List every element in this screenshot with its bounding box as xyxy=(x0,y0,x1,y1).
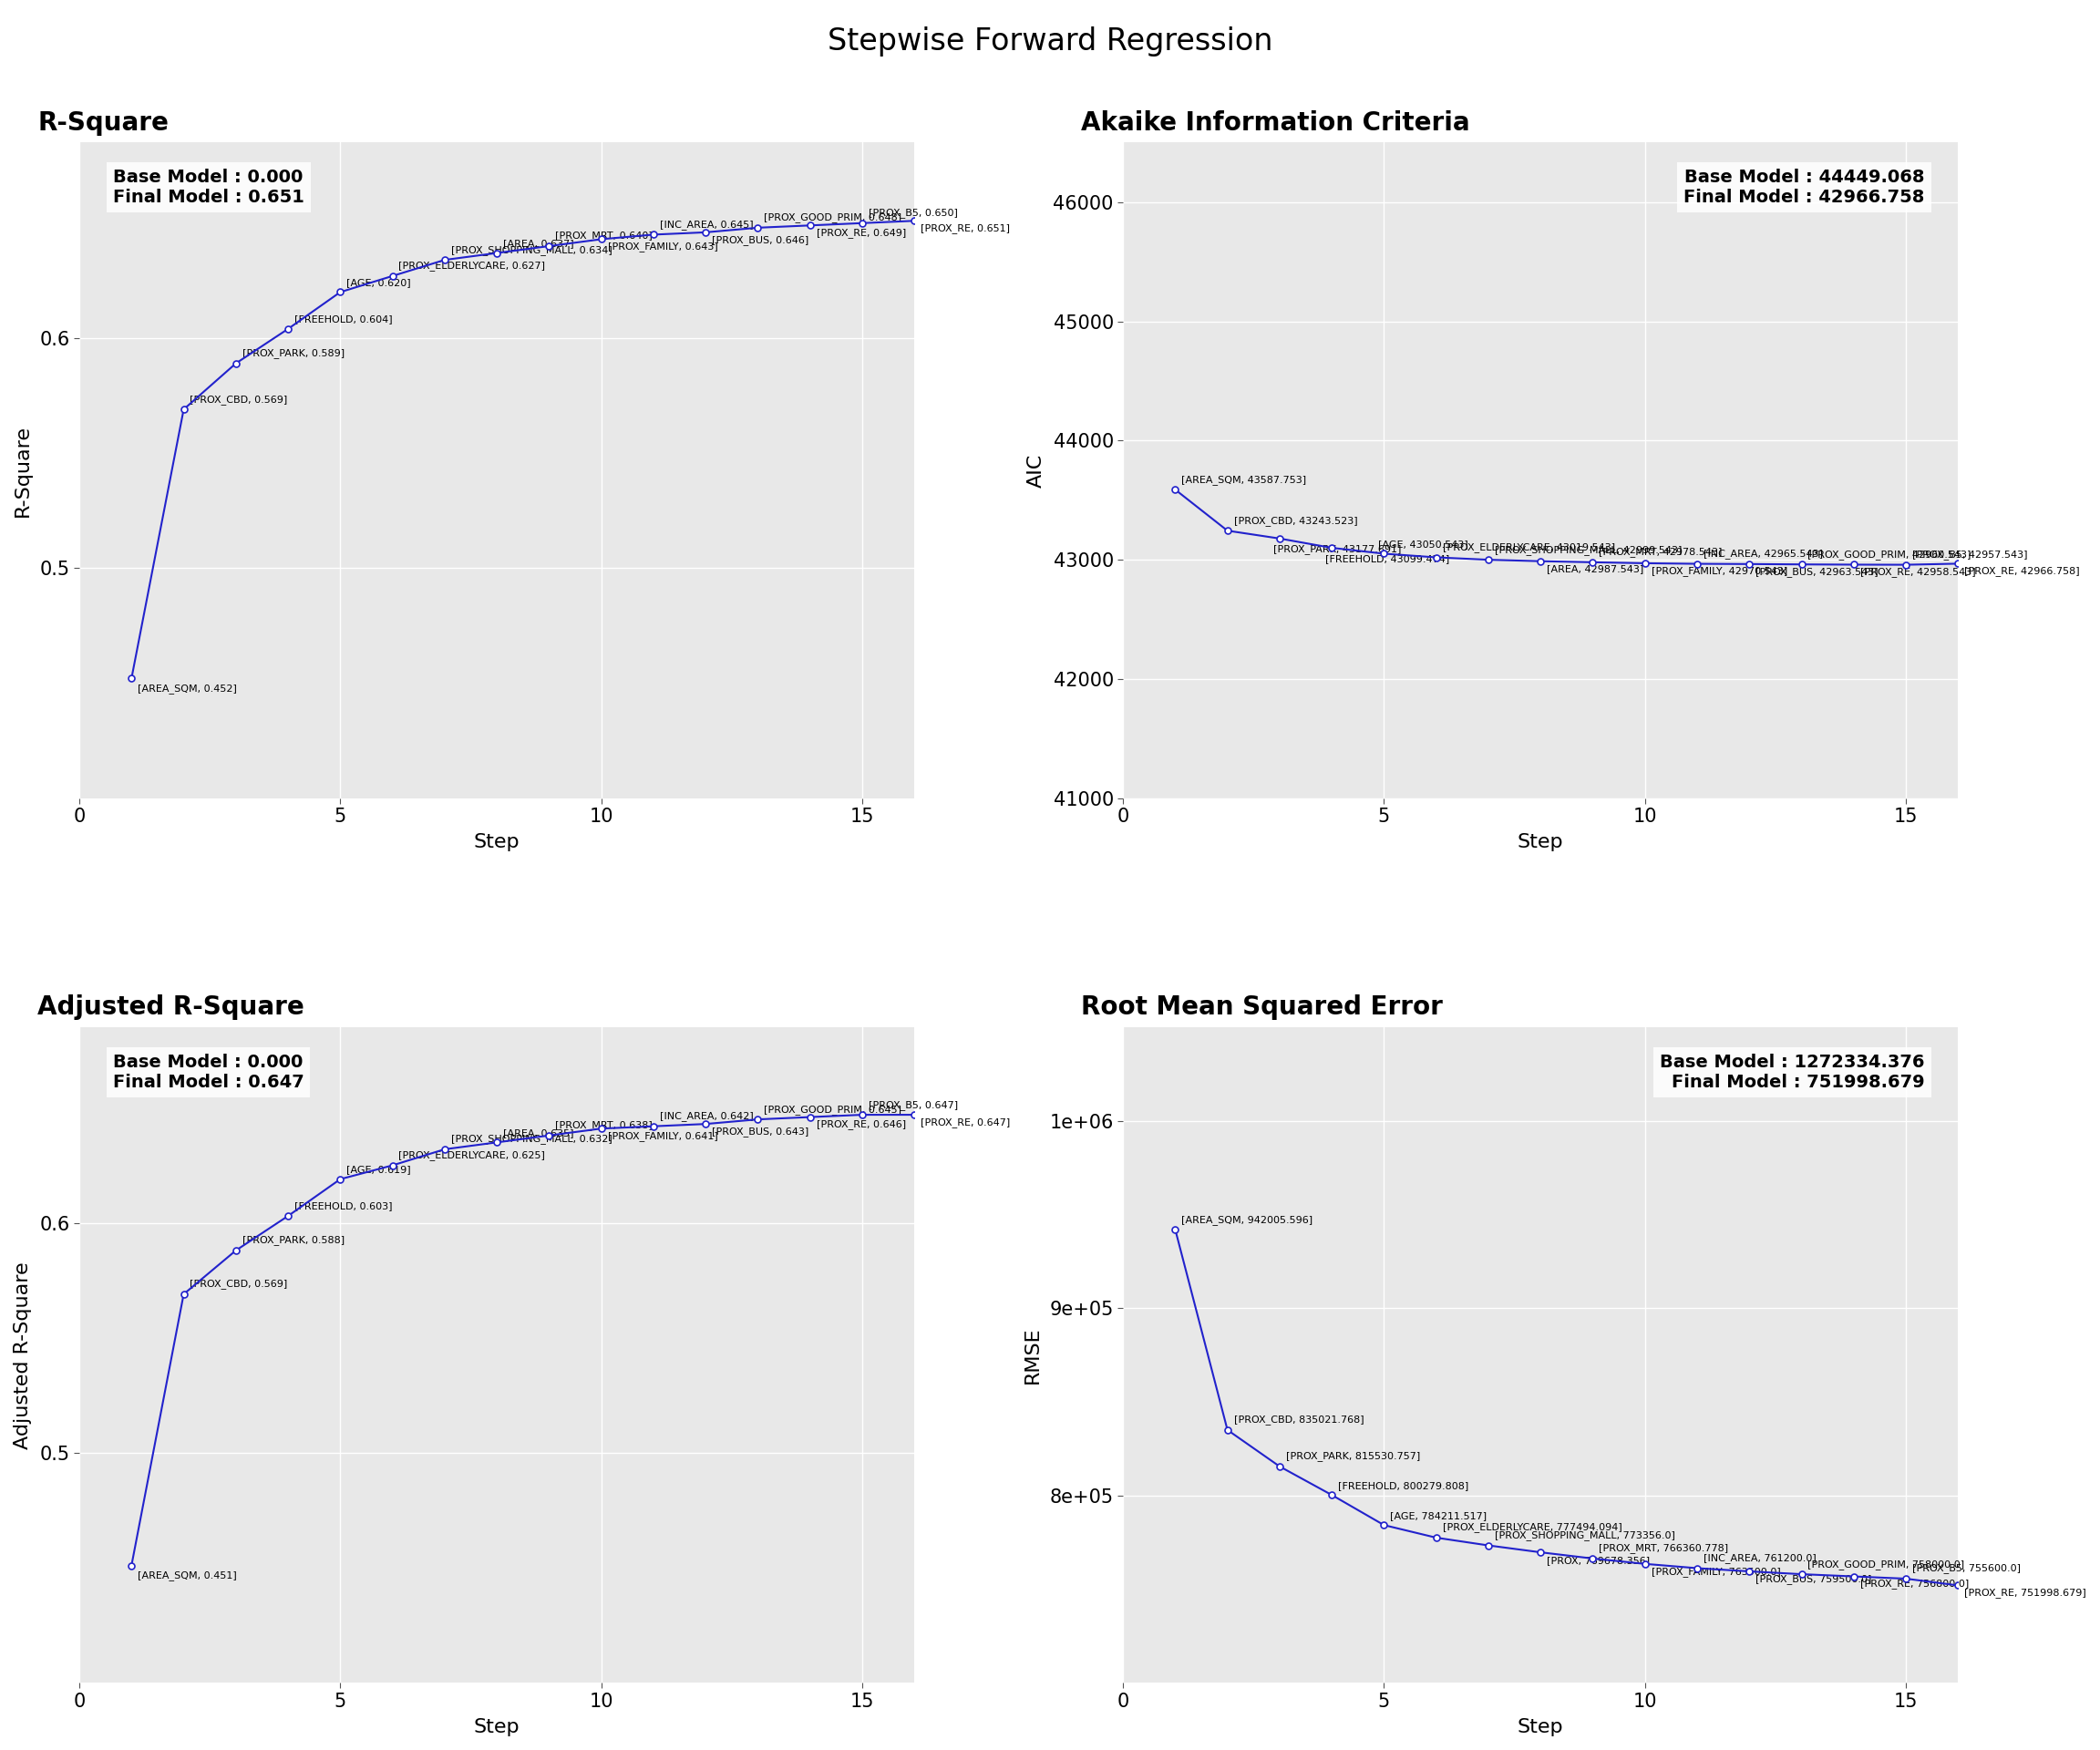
Text: Base Model : 44449.068
Final Model : 42966.758: Base Model : 44449.068 Final Model : 429… xyxy=(1684,168,1926,206)
Text: [PROX_GOOD_PRIM, 42960.543]: [PROX_GOOD_PRIM, 42960.543] xyxy=(1808,550,1972,560)
Y-axis label: R-Square: R-Square xyxy=(15,424,32,516)
Text: [PROX_FAMILY, 0.643]: [PROX_FAMILY, 0.643] xyxy=(607,242,718,252)
Text: [PROX_RE, 0.649]: [PROX_RE, 0.649] xyxy=(817,228,905,238)
Text: Base Model : 1272334.376
Final Model : 751998.679: Base Model : 1272334.376 Final Model : 7… xyxy=(1659,1054,1926,1090)
Y-axis label: AIC: AIC xyxy=(1027,453,1046,487)
Text: [PROX_MRT, 0.638]: [PROX_MRT, 0.638] xyxy=(554,1120,653,1130)
Text: [PROX_RE, 0.651]: [PROX_RE, 0.651] xyxy=(920,224,1010,233)
Text: [PROX_ELDERLYCARE, 777494.094]: [PROX_ELDERLYCARE, 777494.094] xyxy=(1443,1523,1621,1533)
Text: [PROX_GOOD_PRIM, 758000.0]: [PROX_GOOD_PRIM, 758000.0] xyxy=(1808,1559,1966,1570)
Text: [INC_AREA, 0.645]: [INC_AREA, 0.645] xyxy=(659,219,754,229)
Text: [PROX_ELDERLYCARE, 43019.543]: [PROX_ELDERLYCARE, 43019.543] xyxy=(1443,543,1615,553)
Text: [AGE, 43050.543]: [AGE, 43050.543] xyxy=(1378,539,1468,548)
Text: [PROX_B5, 0.647]: [PROX_B5, 0.647] xyxy=(869,1099,958,1110)
Text: [INC_AREA, 42965.543]: [INC_AREA, 42965.543] xyxy=(1703,550,1823,558)
Y-axis label: Adjusted R-Square: Adjusted R-Square xyxy=(15,1262,32,1449)
Text: [PROX_SHOPPING_MALL, 773356.0]: [PROX_SHOPPING_MALL, 773356.0] xyxy=(1495,1531,1676,1540)
X-axis label: Step: Step xyxy=(1518,1719,1564,1736)
Text: [PROX_GOOD_PRIM, 0.645]: [PROX_GOOD_PRIM, 0.645] xyxy=(764,1104,901,1115)
Text: [FREEHOLD, 43099.474]: [FREEHOLD, 43099.474] xyxy=(1325,555,1449,564)
Text: Akaike Information Criteria: Akaike Information Criteria xyxy=(1082,110,1470,135)
Text: [PROX_CBD, 0.569]: [PROX_CBD, 0.569] xyxy=(189,394,288,404)
Text: [FREEHOLD, 0.604]: [FREEHOLD, 0.604] xyxy=(294,315,393,324)
Text: Adjusted R-Square: Adjusted R-Square xyxy=(38,994,304,1020)
Text: [PROX_BUS, 42963.543]: [PROX_BUS, 42963.543] xyxy=(1756,567,1877,578)
Text: [FREEHOLD, 0.603]: [FREEHOLD, 0.603] xyxy=(294,1202,393,1211)
Text: [PROX_PARK, 0.588]: [PROX_PARK, 0.588] xyxy=(242,1236,344,1246)
Text: [AREA, 42987.543]: [AREA, 42987.543] xyxy=(1548,565,1644,574)
Y-axis label: RMSE: RMSE xyxy=(1023,1327,1042,1384)
Text: [PROX_RE, 42958.543]: [PROX_RE, 42958.543] xyxy=(1861,567,1976,578)
Text: Base Model : 0.000
Final Model : 0.647: Base Model : 0.000 Final Model : 0.647 xyxy=(113,1054,304,1090)
Text: [PROX_BUS, 0.643]: [PROX_BUS, 0.643] xyxy=(712,1127,808,1138)
X-axis label: Step: Step xyxy=(1518,833,1564,852)
Text: [AREA_SQM, 43587.753]: [AREA_SQM, 43587.753] xyxy=(1182,474,1306,485)
Text: [PROX_CBD, 835021.768]: [PROX_CBD, 835021.768] xyxy=(1235,1416,1363,1425)
Text: [AGE, 784211.517]: [AGE, 784211.517] xyxy=(1390,1510,1487,1521)
Text: [PROX_RE, 42966.758]: [PROX_RE, 42966.758] xyxy=(1964,567,2079,576)
Text: [PROX, 769678.356]: [PROX, 769678.356] xyxy=(1548,1556,1651,1564)
Text: [PROX_B5, 42957.543]: [PROX_B5, 42957.543] xyxy=(1913,550,2026,560)
X-axis label: Step: Step xyxy=(475,833,521,852)
Text: Base Model : 0.000
Final Model : 0.651: Base Model : 0.000 Final Model : 0.651 xyxy=(113,168,304,206)
Text: Root Mean Squared Error: Root Mean Squared Error xyxy=(1082,994,1443,1020)
Text: [PROX_SHOPPING_MALL, 0.634]: [PROX_SHOPPING_MALL, 0.634] xyxy=(452,245,611,256)
Text: [INC_AREA, 761200.0]: [INC_AREA, 761200.0] xyxy=(1703,1554,1816,1563)
Text: [AGE, 0.620]: [AGE, 0.620] xyxy=(347,278,412,287)
Text: [FREEHOLD, 800279.808]: [FREEHOLD, 800279.808] xyxy=(1338,1480,1468,1489)
Text: Stepwise Forward Regression: Stepwise Forward Regression xyxy=(827,26,1273,56)
Text: [PROX_MRT, 0.640]: [PROX_MRT, 0.640] xyxy=(554,231,653,242)
Text: [PROX_FAMILY, 42970.543]: [PROX_FAMILY, 42970.543] xyxy=(1651,565,1787,576)
Text: [PROX_MRT, 766360.778]: [PROX_MRT, 766360.778] xyxy=(1598,1544,1728,1554)
Text: [PROX_GOOD_PRIM, 0.648]: [PROX_GOOD_PRIM, 0.648] xyxy=(764,214,901,222)
Text: [PROX_CBD, 0.569]: [PROX_CBD, 0.569] xyxy=(189,1279,288,1290)
Text: [PROX_RE, 0.647]: [PROX_RE, 0.647] xyxy=(920,1118,1010,1127)
Text: [AREA, 0.637]: [AREA, 0.637] xyxy=(504,238,573,248)
Text: [PROX_RE, 756800.0]: [PROX_RE, 756800.0] xyxy=(1861,1579,1968,1589)
Text: [PROX_PARK, 43177.691]: [PROX_PARK, 43177.691] xyxy=(1273,544,1401,553)
Text: [PROX_B5, 755600.0]: [PROX_B5, 755600.0] xyxy=(1913,1564,2020,1573)
Text: R-Square: R-Square xyxy=(38,110,168,135)
Text: [PROX_B5, 0.650]: [PROX_B5, 0.650] xyxy=(869,208,958,219)
Text: [AREA_SQM, 0.451]: [AREA_SQM, 0.451] xyxy=(139,1572,237,1580)
Text: [PROX_BUS, 759500.0]: [PROX_BUS, 759500.0] xyxy=(1756,1573,1871,1584)
Text: [PROX_ELDERLYCARE, 0.625]: [PROX_ELDERLYCARE, 0.625] xyxy=(399,1150,546,1160)
Text: [AGE, 0.619]: [AGE, 0.619] xyxy=(347,1166,412,1174)
X-axis label: Step: Step xyxy=(475,1719,521,1736)
Text: [PROX_MRT, 42978.543]: [PROX_MRT, 42978.543] xyxy=(1598,548,1722,557)
Text: [PROX_FAMILY, 763500.0]: [PROX_FAMILY, 763500.0] xyxy=(1651,1566,1781,1577)
Text: [PROX_BUS, 0.646]: [PROX_BUS, 0.646] xyxy=(712,235,808,245)
Text: [PROX_FAMILY, 0.641]: [PROX_FAMILY, 0.641] xyxy=(607,1130,718,1141)
Text: [AREA_SQM, 0.452]: [AREA_SQM, 0.452] xyxy=(139,684,237,693)
Text: [AREA, 0.635]: [AREA, 0.635] xyxy=(504,1129,573,1138)
Text: [INC_AREA, 0.642]: [INC_AREA, 0.642] xyxy=(659,1111,754,1122)
Text: [PROX_PARK, 815530.757]: [PROX_PARK, 815530.757] xyxy=(1285,1451,1420,1461)
Text: [PROX_RE, 751998.679]: [PROX_RE, 751998.679] xyxy=(1964,1589,2085,1598)
Text: [PROX_PARK, 0.589]: [PROX_PARK, 0.589] xyxy=(242,348,344,359)
Text: [PROX_CBD, 43243.523]: [PROX_CBD, 43243.523] xyxy=(1235,516,1357,525)
Text: [PROX_RE, 0.646]: [PROX_RE, 0.646] xyxy=(817,1120,905,1130)
Text: [PROX_ELDERLYCARE, 0.627]: [PROX_ELDERLYCARE, 0.627] xyxy=(399,261,546,271)
Text: [PROX_SHOPPING_MALL, 0.632]: [PROX_SHOPPING_MALL, 0.632] xyxy=(452,1134,611,1144)
Text: [AREA_SQM, 942005.596]: [AREA_SQM, 942005.596] xyxy=(1182,1214,1312,1225)
Text: [PROX_SHOPPING_MALL, 42999.543]: [PROX_SHOPPING_MALL, 42999.543] xyxy=(1495,544,1682,555)
